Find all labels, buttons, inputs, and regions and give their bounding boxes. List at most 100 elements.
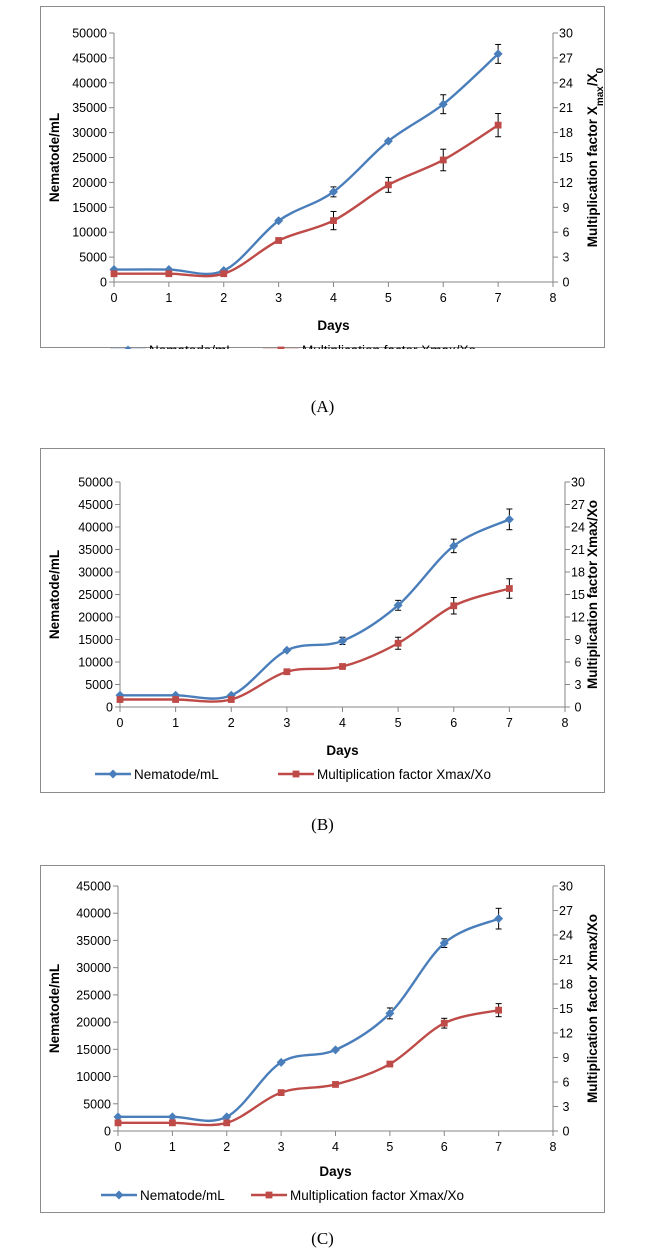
x-tick-label: 0 [111, 291, 118, 305]
data-point-diamond [393, 600, 403, 610]
y-tick-label: 0 [104, 1125, 111, 1139]
y-tick-label: 25000 [78, 588, 113, 602]
data-point-diamond [385, 1008, 395, 1018]
data-point-square [384, 181, 392, 189]
axes-group: 0 5000 10000 15000 20000 25000 30000 35000 40000… [47, 476, 600, 759]
legend-marker-diamond [124, 345, 132, 349]
data-point-diamond [383, 136, 393, 146]
x-tick-label: 3 [278, 1140, 285, 1154]
data-point-square [227, 696, 235, 703]
data-point-diamond [494, 914, 504, 924]
data-point-square [168, 1119, 176, 1127]
x-tick-label: 5 [395, 716, 402, 730]
series-line [118, 1008, 499, 1127]
y-tick-label: 35000 [72, 101, 107, 115]
chart-a-svg: 0 5000 10000 15000 20000 25000 30000 35000 40000… [47, 27, 606, 349]
x-tick-label: 7 [506, 716, 513, 730]
series-line [113, 53, 499, 276]
y-tick-label: 30000 [76, 961, 111, 975]
legend: Nematode/mL Multiplication factor Xmax/Xo [101, 1188, 464, 1203]
x-tick-label: 6 [440, 291, 447, 305]
legend-marker-diamond [114, 1190, 124, 1200]
x-tick-label: 8 [550, 291, 557, 305]
legend-marker-square [292, 770, 300, 778]
data-point-diamond [282, 645, 292, 655]
y-tick-label: 0 [106, 701, 113, 715]
data-point-diamond [438, 99, 448, 109]
x-tick-label: 2 [223, 1140, 230, 1154]
legend-label-nematode: Nematode/mL [149, 343, 234, 349]
y-tick-label: 45000 [76, 880, 111, 894]
legend: Nematode/mL Multiplication factor Xmax/Xo [110, 343, 476, 349]
x-tick-label: 7 [495, 291, 502, 305]
x-tick-label: 3 [283, 716, 290, 730]
data-point-diamond [276, 1057, 286, 1067]
chart-b-svg: 0 5000 10000 15000 20000 25000 30000 35000 40000… [47, 476, 600, 783]
y2-tick-label: 9 [563, 1051, 570, 1065]
data-point-diamond [113, 1112, 123, 1122]
y2-tick-label: 6 [563, 1076, 570, 1090]
chart-frame-a: 0 5000 10000 15000 20000 25000 30000 35000 40000… [40, 6, 606, 349]
y2-tick-label: 21 [559, 953, 573, 967]
data-point-diamond [274, 216, 284, 226]
legend-label-multiplication: Multiplication factor Xmax/Xo [290, 1188, 464, 1203]
y2-tick-label: 9 [563, 201, 570, 215]
x-tick-label: 0 [117, 716, 124, 730]
data-point-square [172, 696, 180, 703]
y-axis-title: Nematode/mL [47, 964, 62, 1053]
data-point-square [505, 585, 513, 592]
y2-tick-label: 24 [571, 521, 585, 535]
y2-tick-label: 21 [559, 101, 573, 115]
data-point-square [275, 237, 283, 244]
y2-tick-label: 12 [559, 1027, 573, 1041]
series-multiplication [116, 578, 513, 703]
chart-c-svg: 0 5000 10000 15000 20000 25000 30000 35000 40000… [47, 880, 600, 1204]
y2-tick-label: 30 [559, 880, 573, 894]
y2-tick-label: 30 [571, 476, 585, 490]
x-tick-label: 1 [172, 716, 179, 730]
y-tick-label: 5000 [79, 251, 107, 265]
series-line [117, 917, 500, 1123]
data-point-diamond [222, 1112, 232, 1122]
series-nematode [113, 907, 504, 1123]
x-tick-label: 6 [450, 716, 457, 730]
x-axis-title: Days [319, 1164, 351, 1179]
y-tick-label: 5000 [83, 1097, 111, 1111]
legend-label-nematode: Nematode/mL [134, 767, 219, 782]
y2-tick-label: 21 [571, 543, 585, 557]
y2-tick-label: 30 [559, 27, 573, 41]
y-tick-label: 20000 [76, 1016, 111, 1030]
y2-tick-label: 3 [575, 678, 582, 692]
x-axis-title: Days [317, 318, 349, 333]
series-multiplication [114, 1003, 503, 1127]
y-tick-label: 10000 [76, 1070, 111, 1084]
y2-tick-label: 18 [559, 978, 573, 992]
caption-c: (C) [311, 1229, 334, 1248]
legend-marker-square [277, 346, 285, 349]
data-point-square [220, 270, 228, 278]
y-tick-label: 10000 [78, 656, 113, 670]
data-point-diamond [504, 514, 514, 524]
data-point-diamond [331, 1045, 340, 1055]
x-axis-title: Days [326, 743, 358, 758]
y2-tick-label: 6 [563, 226, 570, 240]
y2-tick-label: 0 [563, 1125, 570, 1139]
data-point-square [116, 696, 124, 703]
y2-tick-label: 15 [559, 1002, 573, 1016]
y-tick-label: 50000 [72, 27, 107, 41]
legend-label-nematode: Nematode/mL [140, 1188, 225, 1203]
x-tick-label: 2 [228, 716, 235, 730]
legend-label-multiplication: Multiplication factor Xmax/Xo [317, 767, 491, 782]
legend-label-multiplication: Multiplication factor Xmax/Xo [302, 343, 476, 349]
x-tick-label: 4 [339, 716, 346, 730]
data-point-diamond [493, 49, 503, 59]
y-tick-label: 15000 [78, 633, 113, 647]
caption-b: (B) [311, 815, 334, 834]
data-point-square [277, 1089, 285, 1097]
data-point-diamond [167, 1112, 177, 1122]
y2-tick-label: 3 [563, 251, 570, 265]
data-point-diamond [338, 636, 347, 646]
y-tick-label: 35000 [78, 543, 113, 557]
y-tick-label: 15000 [76, 1043, 111, 1057]
y-tick-label: 35000 [76, 934, 111, 948]
